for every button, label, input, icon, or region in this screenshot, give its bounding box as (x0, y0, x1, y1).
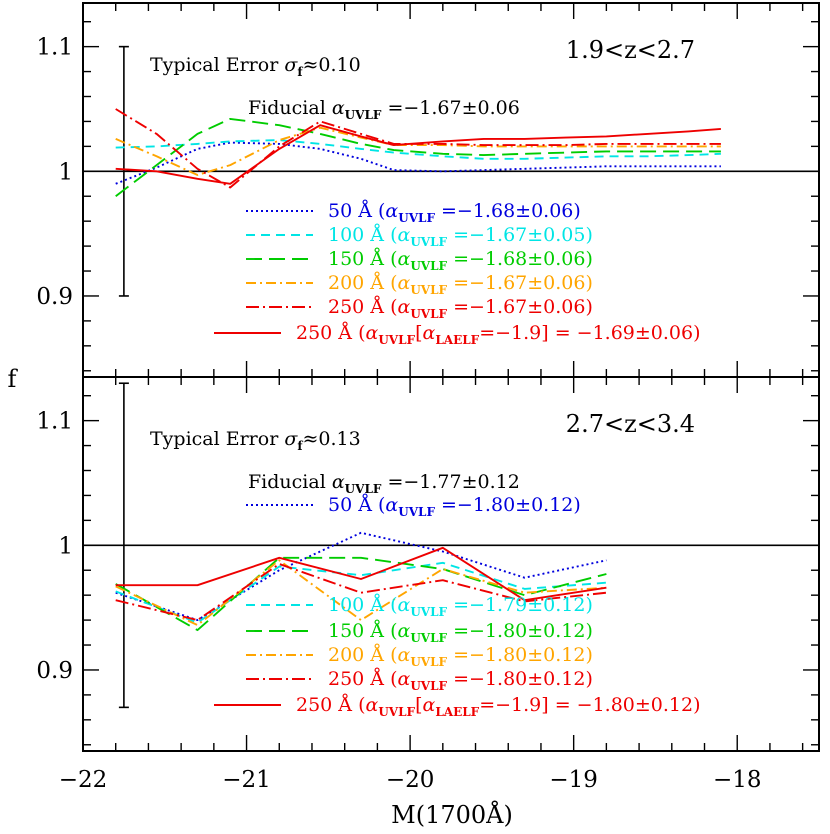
legend-label-bottom-5: 250 Å (αUVLF[αLAELF=−1.9] = −1.80±0.12) (296, 694, 701, 719)
series-line-top-2 (115, 117, 721, 197)
y-tick-label: 1.1 (36, 35, 73, 61)
legend-label-bottom-3: 200 Å (αUVLF =−1.80±0.12) (328, 644, 593, 669)
x-tick-label: −22 (59, 767, 108, 793)
series-line-bottom-5 (115, 546, 607, 602)
typical-error-label-top: Typical Error σf≈0.10 (150, 54, 361, 79)
y-tick-label: 0.9 (36, 658, 73, 684)
x-axis-title: M(1700Å) (391, 800, 513, 829)
redshift-label-top: 1.9<z<2.7 (566, 36, 695, 64)
fiducial-label-top: Fiducial αUVLF =−1.67±0.06 (248, 97, 520, 122)
legend-label-top-3: 200 Å (αUVLF =−1.67±0.06) (328, 272, 593, 297)
legend-label-bottom-2: 150 Å (αUVLF =−1.80±0.12) (328, 620, 593, 645)
legend-label-bottom-0: 50 Å (αUVLF =−1.80±0.12) (328, 494, 581, 519)
legend-label-top-5: 250 Å (αUVLF[αLAELF=−1.9] = −1.69±0.06) (296, 322, 701, 347)
series-line-top-0 (115, 141, 721, 185)
series-lines (115, 108, 721, 632)
y-tick-label: 1.1 (36, 409, 73, 435)
x-tick-label: −18 (713, 767, 762, 793)
text-labels: 0.9 1 1.1 1.9<z<2.7 Typical Error σf≈0.10 Fid… (8, 35, 762, 829)
series-line-bottom-0 (115, 531, 607, 622)
series-line-top-4 (115, 108, 721, 189)
series-line-bottom-2 (115, 556, 607, 632)
y-tick-label: 0.9 (36, 284, 73, 310)
x-tick-label: −21 (222, 767, 271, 793)
axis-ticks (82, 3, 819, 751)
legend-label-top-2: 150 Å (αUVLF =−1.68±0.06) (328, 248, 593, 273)
error-bars (118, 45, 129, 709)
series-line-bottom-4 (115, 563, 607, 622)
x-tick-label: −19 (549, 767, 598, 793)
y-axis-title: f (8, 365, 19, 393)
legend-label-top-0: 50 Å (αUVLF =−1.68±0.06) (328, 200, 581, 225)
legend-label-bottom-1: 100 Å (αUVLF =−1.79±0.12) (328, 594, 593, 619)
legend-label-top-1: 100 Å (αUVLF =−1.67±0.05) (328, 224, 593, 249)
typical-error-label-bottom: Typical Error σf≈0.13 (150, 428, 361, 453)
legend-label-bottom-4: 250 Å (αUVLF =−1.80±0.12) (328, 668, 593, 693)
series-line-top-3 (115, 126, 721, 176)
panel-frame-bottom (82, 376, 820, 752)
redshift-label-bottom: 2.7<z<3.4 (566, 410, 695, 438)
fiducial-label-bottom: Fiducial αUVLF =−1.77±0.12 (248, 471, 520, 496)
x-tick-label: −20 (386, 767, 435, 793)
series-line-top-1 (115, 139, 721, 160)
legend-label-top-4: 250 Å (αUVLF =−1.67±0.06) (328, 296, 593, 321)
series-line-bottom-1 (115, 561, 607, 624)
y-tick-label: 1 (58, 159, 73, 185)
legends: 50 Å (αUVLF =−1.68±0.06)100 Å (αUVLF =−1… (214, 200, 701, 719)
series-line-top-5 (115, 124, 721, 185)
y-tick-label: 1 (58, 533, 73, 559)
panel-frames (82, 2, 820, 752)
